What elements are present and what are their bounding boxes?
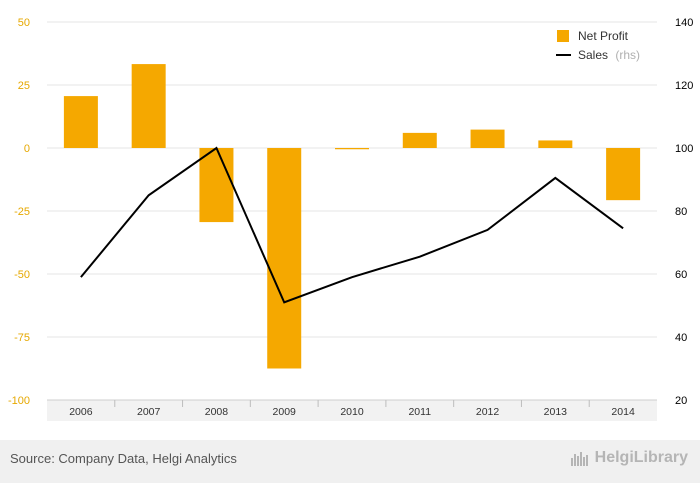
y2-tick-label: 100 (675, 143, 693, 155)
bar-net-profit-2014 (606, 148, 641, 201)
bar-net-profit-2010 (335, 148, 369, 150)
x-tick-label: 2011 (408, 406, 431, 418)
right-axis-labels: 140 120 100 80 60 40 20 (675, 17, 693, 407)
y-tick-label: 0 (24, 143, 30, 155)
bar-net-profit-2007 (131, 64, 166, 148)
legend-sales-suffix: (rhs) (615, 48, 640, 62)
bar-net-profit-2008 (199, 148, 234, 223)
y-tick-label: 25 (18, 80, 30, 92)
x-tick-label: 2008 (205, 406, 229, 418)
bar-net-profit-2009 (267, 148, 302, 369)
bar-net-profit-2011 (402, 132, 437, 148)
x-tick-label: 2014 (611, 406, 635, 418)
x-tick-label: 2010 (340, 406, 364, 418)
bars (63, 64, 641, 369)
helgi-logo-icon (570, 452, 588, 466)
y-tick-label: 50 (18, 17, 30, 29)
chart: 2006 2007 2008 2009 2010 2011 2012 2013 2014 50 2… (8, 17, 693, 421)
sales-line (80, 146, 624, 304)
y2-tick-label: 40 (675, 332, 687, 344)
x-axis: 2006 2007 2008 2009 2010 2011 2012 2013 2014 (47, 399, 657, 421)
y2-tick-label: 140 (675, 17, 693, 29)
logo-text: HelgiLibrary (594, 449, 688, 466)
x-axis-band (47, 400, 657, 421)
y2-tick-label: 120 (675, 80, 693, 92)
legend-sales-name: Sales (578, 48, 608, 62)
sales-line-group (80, 146, 624, 304)
y-tick-label: -75 (14, 332, 30, 344)
bar-net-profit-2006 (63, 96, 98, 148)
helgi-library-logo[interactable]: HelgiLibrary (570, 449, 688, 467)
x-tick-label: 2006 (69, 406, 93, 418)
legend-label-sales: Sales (rhs) (578, 48, 640, 62)
x-tick-label: 2012 (476, 406, 500, 418)
legend-label-net-profit: Net Profit (578, 29, 629, 43)
y-tick-label: -100 (8, 395, 30, 407)
left-axis-labels: 50 25 0 -25 -50 -75 -100 (8, 17, 30, 407)
bar-net-profit-2013 (538, 140, 573, 148)
y2-tick-label: 80 (675, 206, 687, 218)
y2-tick-label: 20 (675, 395, 687, 407)
bar-net-profit-2012 (470, 129, 505, 148)
legend-swatch-net-profit (557, 30, 569, 42)
y2-tick-label: 60 (675, 269, 687, 281)
y-tick-label: -50 (14, 269, 30, 281)
x-tick-label: 2007 (137, 406, 161, 418)
legend: Net Profit Sales (rhs) (556, 29, 640, 62)
source-text: Source: Company Data, Helgi Analytics (10, 451, 237, 466)
x-tick-label: 2013 (544, 406, 568, 418)
y-tick-label: -25 (14, 206, 30, 218)
footer: Source: Company Data, Helgi Analytics He… (0, 440, 700, 483)
x-tick-label: 2009 (273, 406, 297, 418)
